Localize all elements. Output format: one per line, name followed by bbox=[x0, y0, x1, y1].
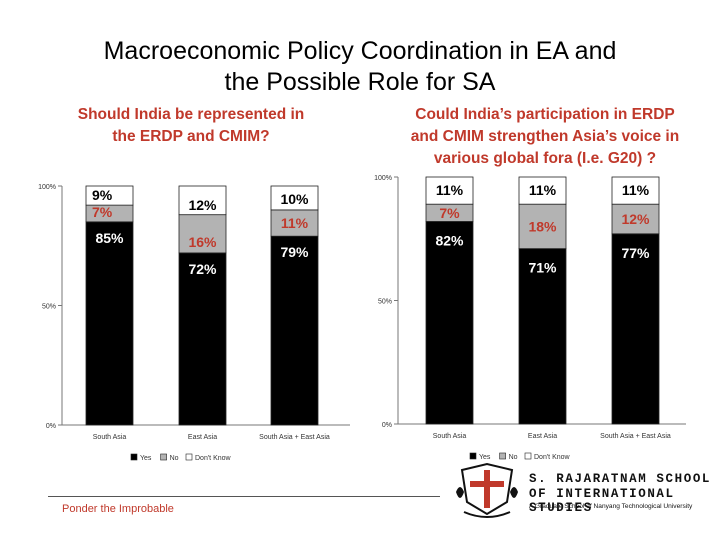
rsis-crest-icon bbox=[456, 462, 518, 518]
chart-right-category-label: South Asia bbox=[433, 433, 467, 440]
chart-left-data-label: 9% bbox=[92, 187, 113, 203]
chart-right-bar-no-1 bbox=[518, 203, 567, 250]
chart-right-title-line3: various global fora (I.e. G20) ? bbox=[433, 150, 657, 167]
chart-left-legend-label: No bbox=[170, 455, 179, 462]
chart-left-legend-swatch bbox=[130, 453, 138, 461]
logo-text-line1: S. RAJARATNAM SCHOOL bbox=[529, 472, 712, 486]
chart-right-data-label: 12% bbox=[621, 211, 650, 227]
chart-left-legend-swatch bbox=[160, 453, 167, 461]
footer-tagline: Ponder the Improbable bbox=[62, 503, 174, 515]
chart-right-data-label: 82% bbox=[435, 232, 464, 248]
chart-left-data-label: 12% bbox=[188, 197, 217, 213]
chart-right-data-label: 11% bbox=[529, 182, 557, 198]
chart-left-ytick-label: 0% bbox=[46, 423, 56, 430]
chart-right-bar-don-t-know-2 bbox=[611, 176, 660, 205]
chart-right-legend-label: Don't Know bbox=[534, 454, 571, 461]
chart-left-bar-yes-1 bbox=[178, 252, 227, 426]
chart-right-bar-yes-2 bbox=[611, 233, 660, 425]
chart-right-data-label: 71% bbox=[528, 260, 557, 276]
chart-right-ytick-label: 0% bbox=[382, 422, 392, 429]
slide-title-line1: Macroeconomic Policy Coordination in EA … bbox=[103, 37, 617, 65]
footer-divider bbox=[48, 496, 440, 497]
chart-right-legend-swatch bbox=[499, 452, 506, 460]
chart-left-bar-yes-0 bbox=[85, 221, 134, 426]
chart-right-legend-swatch bbox=[469, 452, 477, 460]
chart-right-title: Could India’s participation in ERDP and … bbox=[395, 104, 695, 170]
chart-left-data-label: 10% bbox=[280, 191, 309, 207]
logo-text-line3: A Graduate School of Nanyang Technologic… bbox=[529, 503, 693, 510]
chart-right-bar-don-t-know-0 bbox=[425, 176, 474, 205]
logo-text-line2: OF INTERNATIONAL STUDIES bbox=[529, 487, 675, 515]
chart-left-data-label: 7% bbox=[92, 204, 113, 220]
chart-left-title-line2: the ERDP and CMIM? bbox=[112, 128, 270, 145]
chart-right-legend-label: Yes bbox=[479, 454, 491, 461]
chart-right-ytick-label: 100% bbox=[374, 175, 392, 182]
chart-right-bar-yes-0 bbox=[425, 221, 474, 425]
chart-left-data-label: 79% bbox=[280, 244, 309, 260]
chart-right-title-line2: and CMIM strengthen Asia’s voice in bbox=[410, 128, 680, 145]
chart-right-legend-swatch bbox=[524, 452, 532, 460]
chart-right-data-label: 7% bbox=[439, 205, 460, 221]
chart-left-data-label: 72% bbox=[188, 261, 217, 277]
chart-left-data-label: 85% bbox=[95, 230, 124, 246]
chart-left-category-label: South Asia bbox=[93, 434, 127, 441]
chart-left-ytick-label: 50% bbox=[42, 304, 56, 311]
chart-left-bar-don-t-know-1 bbox=[178, 185, 227, 216]
chart-left-legend-label: Don't Know bbox=[195, 455, 232, 462]
chart-right-category-label: East Asia bbox=[528, 433, 557, 440]
chart-left-category-label: East Asia bbox=[188, 434, 217, 441]
chart-left-bar-yes-2 bbox=[270, 235, 319, 426]
slide-title: Macroeconomic Policy Coordination in EA … bbox=[0, 36, 720, 98]
chart-right-data-label: 77% bbox=[621, 245, 650, 261]
chart-left-legend-label: Yes bbox=[140, 455, 152, 462]
chart-left-bar-don-t-know-0 bbox=[85, 185, 134, 206]
chart-right-legend-label: No bbox=[509, 454, 518, 461]
chart-right-bar-yes-1 bbox=[518, 248, 567, 425]
chart-right-category-label: South Asia + East Asia bbox=[600, 433, 671, 440]
chart-left-bar-no-1 bbox=[178, 214, 227, 254]
chart-left-data-label: 16% bbox=[188, 234, 217, 250]
chart-left-title: Should India be represented in the ERDP … bbox=[60, 104, 322, 148]
chart-left-title-line1: Should India be represented in bbox=[77, 106, 305, 123]
chart-right-data-label: 11% bbox=[622, 182, 650, 198]
slide-title-line2: the Possible Role for SA bbox=[224, 68, 496, 96]
chart-right-bar-no-2 bbox=[611, 203, 660, 235]
chart-left-legend-swatch bbox=[185, 453, 193, 461]
chart-right-data-label: 18% bbox=[528, 218, 557, 234]
chart-left-bar-don-t-know-2 bbox=[270, 185, 319, 211]
chart-right-title-line1: Could India’s participation in ERDP bbox=[415, 106, 675, 123]
chart-right-data-label: 11% bbox=[436, 182, 464, 198]
chart-left-category-label: South Asia + East Asia bbox=[259, 434, 330, 441]
chart-left-ytick-label: 100% bbox=[38, 184, 56, 191]
chart-left-data-label: 11% bbox=[281, 215, 309, 231]
chart-right-ytick-label: 50% bbox=[378, 299, 392, 306]
chart-right-bar-don-t-know-1 bbox=[518, 176, 567, 205]
